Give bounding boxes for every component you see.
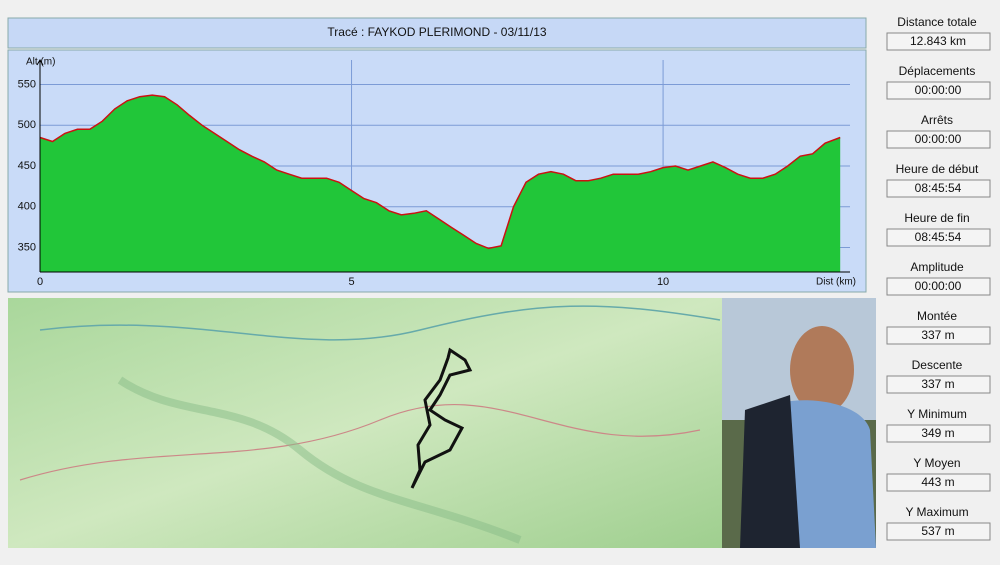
- stat-label: Heure de fin: [904, 211, 969, 225]
- photo-vest: [740, 395, 800, 548]
- x-tick-label: 5: [348, 276, 354, 288]
- y-tick-label: 400: [18, 201, 36, 213]
- stat-label: Y Moyen: [913, 456, 960, 470]
- map: [8, 298, 722, 548]
- stat-label: Y Minimum: [907, 407, 967, 421]
- y-tick-label: 350: [18, 241, 36, 253]
- stat-value: 00:00:00: [915, 83, 962, 97]
- stat-box: [886, 179, 991, 198]
- stat-box: [886, 473, 991, 492]
- map-road: [39, 305, 721, 341]
- stat-box: [886, 522, 991, 541]
- map-road: [19, 404, 701, 481]
- stat-value: 337 m: [921, 377, 954, 391]
- stat-value: 12.843 km: [910, 34, 966, 48]
- stat-value: 00:00:00: [915, 279, 962, 293]
- map-background: [8, 298, 722, 548]
- stat-box: [886, 81, 991, 100]
- stat-label: Arrêts: [921, 113, 953, 127]
- route: [410, 347, 473, 489]
- track-title: Tracé : FAYKOD PLERIMOND - 03/11/13: [327, 25, 547, 39]
- photo-face: [790, 326, 854, 414]
- stats-panel: Distance totale 12.843 km Déplacements 00:0…: [886, 15, 991, 541]
- stat-box: [886, 277, 991, 296]
- stat-value: 349 m: [921, 426, 954, 440]
- stat-label: Distance totale: [897, 15, 977, 29]
- title-bar: [7, 17, 867, 49]
- profile-chart: 350 400 450 500 550 0 5 10 Alt (m) Dist (km): [18, 57, 856, 288]
- stat-value: 443 m: [921, 475, 954, 489]
- x-tick-label: 10: [657, 276, 669, 288]
- stat-label: Y Maximum: [905, 505, 968, 519]
- stat-value: 537 m: [921, 524, 954, 538]
- x-tick-label: 0: [37, 276, 43, 288]
- stat-box: [886, 424, 991, 443]
- y-axis-arrow: [36, 59, 44, 66]
- y-tick-label: 550: [18, 78, 36, 90]
- stat-value: 00:00:00: [915, 132, 962, 146]
- map-relief: [117, 376, 522, 544]
- stat-label: Heure de début: [896, 162, 979, 176]
- stat-box: [886, 375, 991, 394]
- y-axis-label: Alt (m): [26, 57, 55, 68]
- profile-area: [40, 95, 841, 272]
- y-tick-label: 500: [18, 119, 36, 131]
- stat-value: 08:45:54: [915, 181, 962, 195]
- profile-line: [39, 94, 841, 250]
- stat-value: 337 m: [921, 328, 954, 342]
- stat-box: [886, 32, 991, 51]
- stat-label: Amplitude: [910, 260, 964, 274]
- stat-label: Descente: [912, 358, 963, 372]
- stat-value: 08:45:54: [915, 230, 962, 244]
- y-tick-label: 450: [18, 160, 36, 172]
- stat-label: Déplacements: [899, 64, 976, 78]
- stat-label: Montée: [917, 309, 957, 323]
- photo: [722, 298, 876, 548]
- stat-box: [886, 326, 991, 345]
- stat-box: [886, 228, 991, 247]
- stat-box: [886, 130, 991, 149]
- x-axis-label: Dist (km): [816, 277, 856, 288]
